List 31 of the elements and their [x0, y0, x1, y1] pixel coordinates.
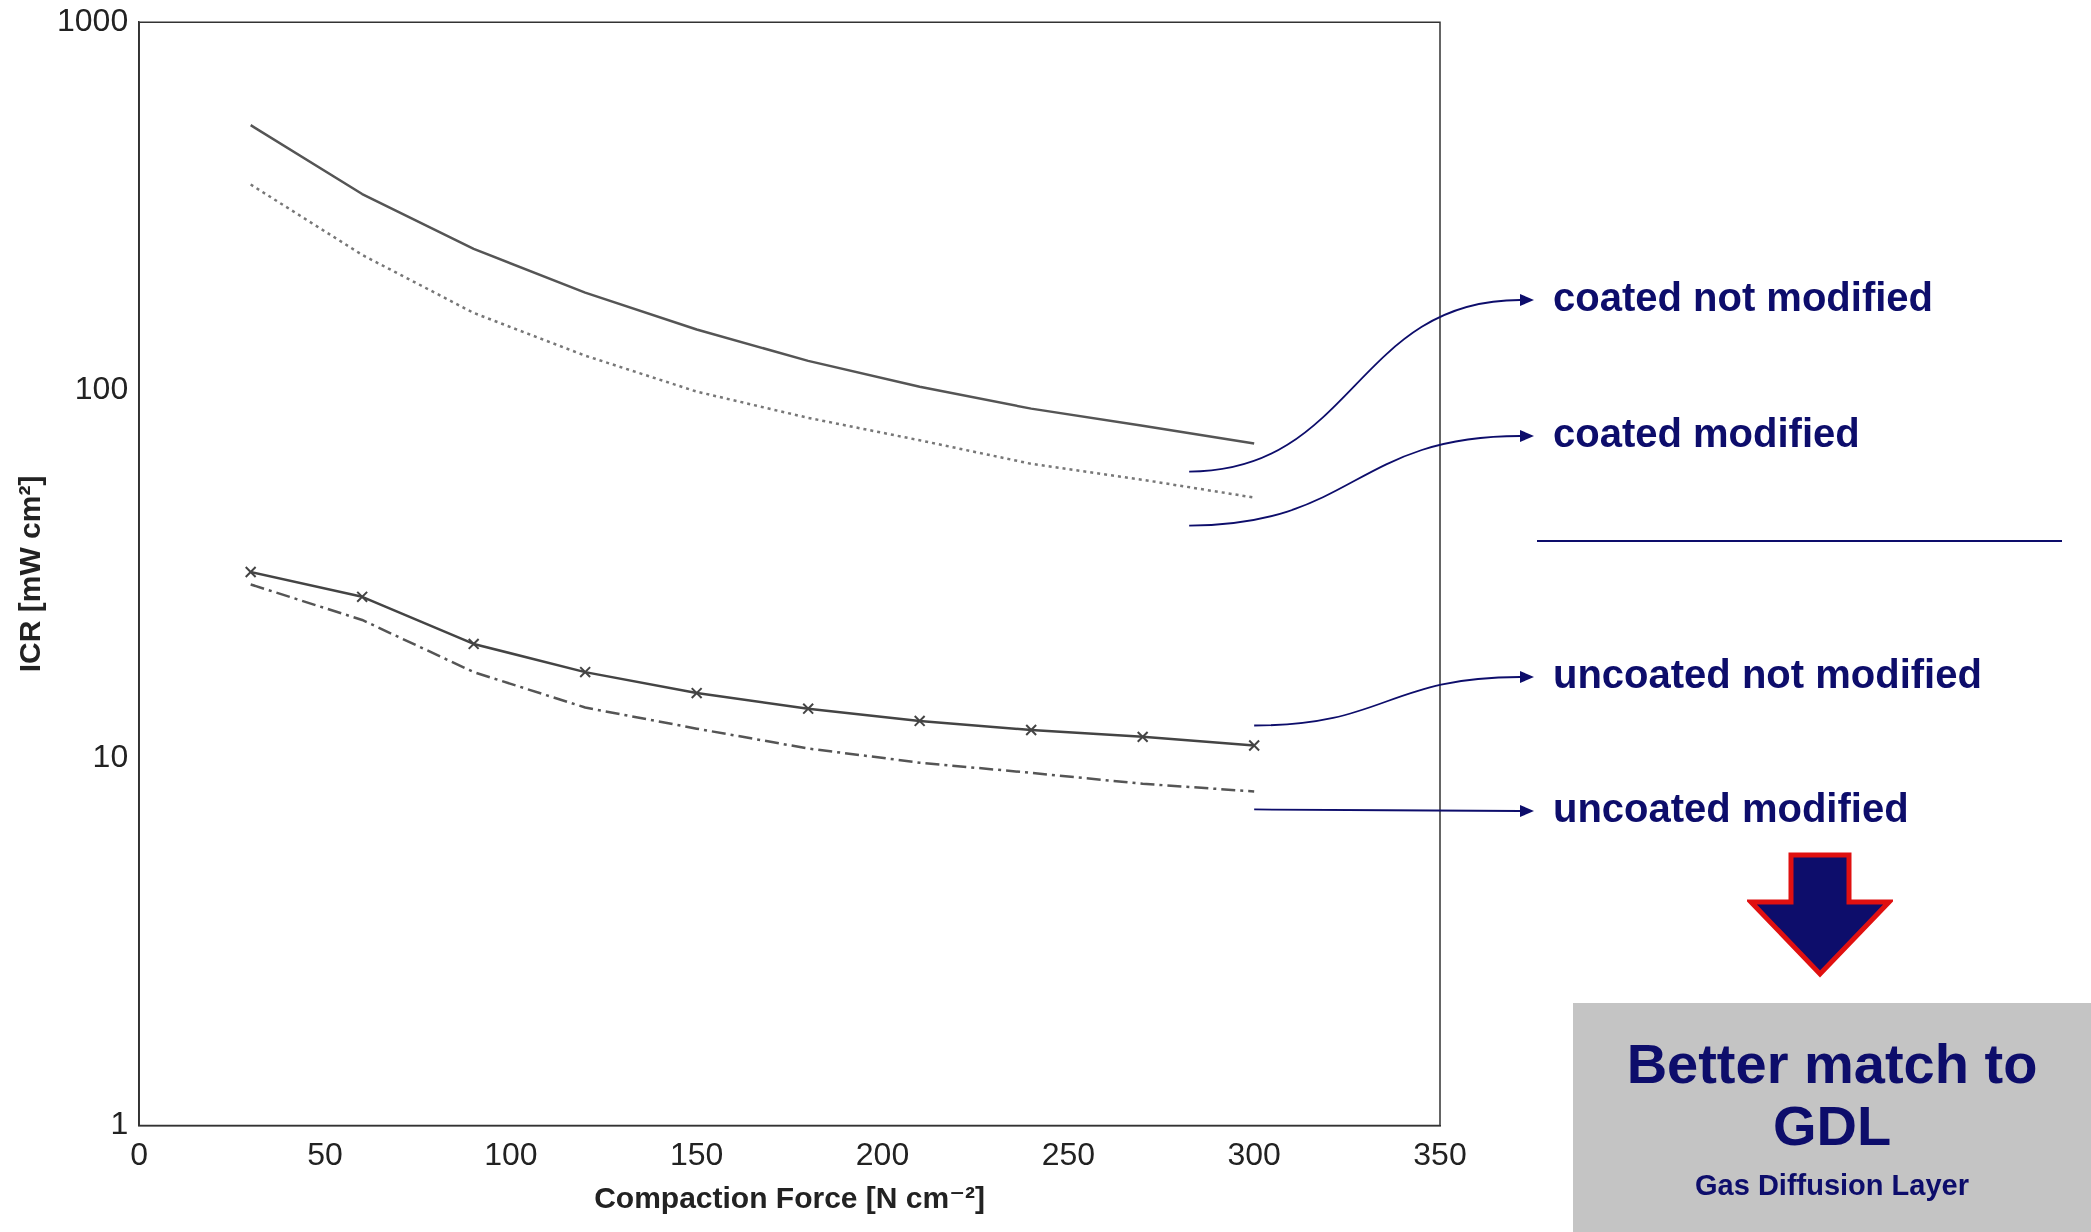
point	[467, 637, 480, 650]
point	[802, 702, 815, 715]
y-tick-label: 10	[92, 737, 129, 774]
y-axis-title: ICR [mW cm²]	[13, 475, 47, 673]
point	[579, 666, 592, 679]
point	[244, 566, 257, 578]
x-tick-label: 0	[130, 1135, 149, 1172]
y-tick-label: 100	[74, 369, 129, 406]
line-series	[249, 583, 1256, 793]
x-tick-label: 50	[307, 1135, 343, 1172]
point	[356, 590, 369, 603]
text: uncoated not modified	[1553, 652, 1982, 697]
text: coated not modified	[1553, 275, 1933, 320]
point	[1136, 730, 1149, 743]
point	[690, 687, 703, 699]
x-tick-label: 250	[1041, 1135, 1096, 1172]
y-tick-label: 1	[110, 1105, 129, 1142]
text: Better match to GDL	[1625, 1032, 2039, 1157]
x-axis-title: Compaction Force [N cm⁻²]	[594, 1181, 986, 1215]
x-tick-label: 150	[669, 1135, 724, 1172]
point	[1025, 724, 1038, 736]
text: uncoated modified	[1553, 786, 1909, 831]
text: coated modified	[1553, 411, 1860, 456]
x-tick-label: 300	[1227, 1135, 1281, 1172]
x-tick-label: 200	[855, 1135, 910, 1172]
x-tick-label: 350	[1413, 1135, 1467, 1172]
point	[913, 714, 926, 727]
text: Gas Diffusion Layer	[1695, 1168, 1969, 1202]
point	[1248, 739, 1261, 752]
x-tick-label: 100	[484, 1135, 538, 1172]
y-tick-label: 1000	[57, 2, 129, 39]
